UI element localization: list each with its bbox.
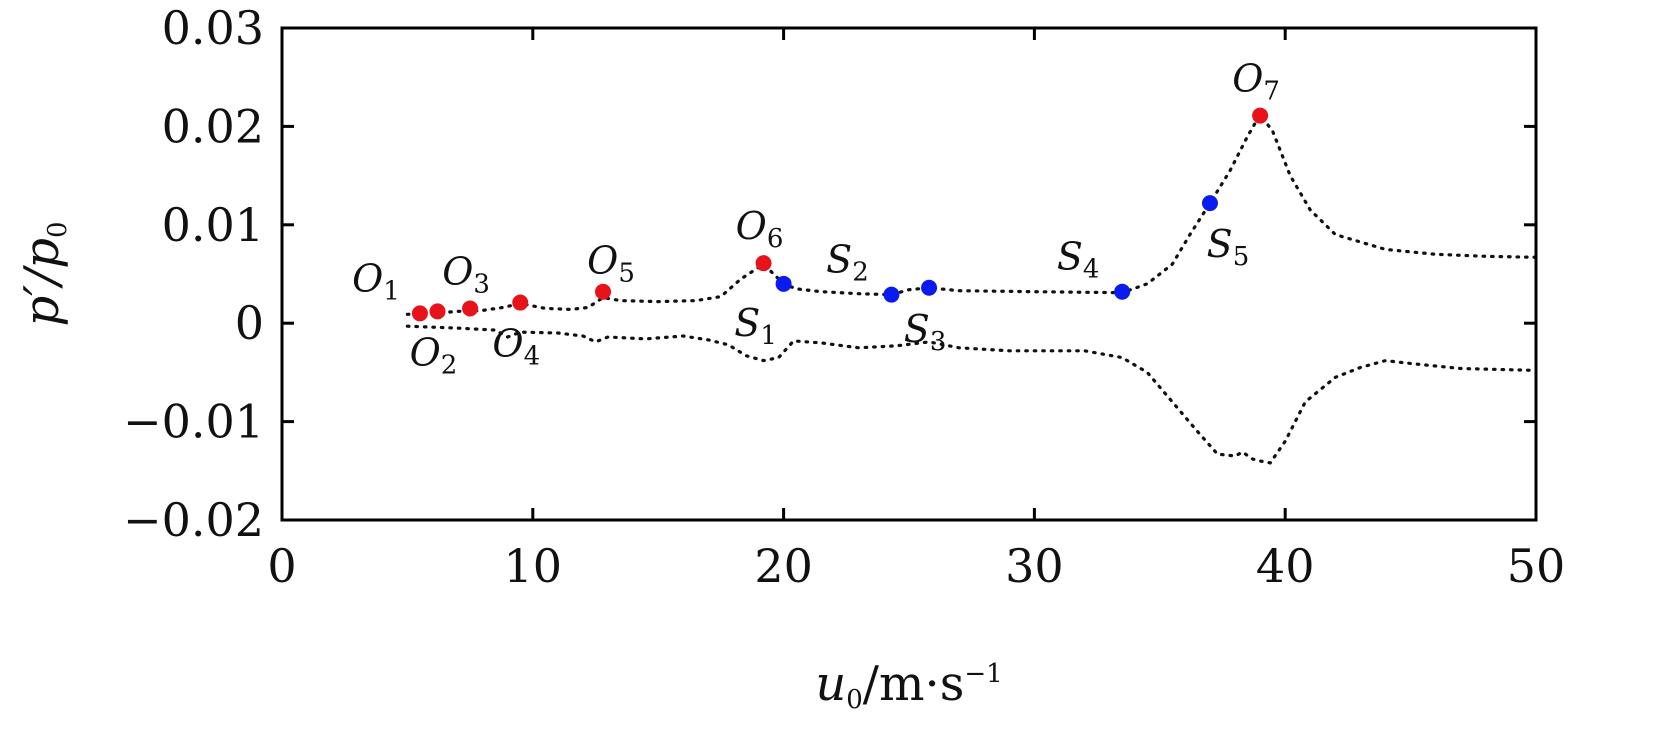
x-axis-label: u0/m·s−1 (815, 656, 1002, 715)
label-S3: S3 (904, 307, 947, 357)
label-O2: O2 (410, 330, 458, 380)
y-tick-label: 0.03 (162, 1, 264, 55)
point-S1 (775, 275, 792, 292)
label-S2: S2 (826, 238, 869, 288)
x-tick-label: 40 (1256, 539, 1315, 593)
point-O4 (512, 294, 529, 311)
x-tick-label: 50 (1507, 539, 1566, 593)
label-O4: O4 (492, 322, 540, 372)
point-O1 (411, 305, 428, 322)
point-S2 (883, 286, 900, 303)
y-tick-label: −0.01 (123, 395, 264, 449)
label-O3: O3 (442, 249, 490, 299)
point-O7 (1252, 107, 1269, 124)
point-S3 (921, 279, 938, 296)
series-upper-envelope (405, 111, 1538, 316)
label-O6: O6 (736, 204, 784, 254)
label-S4: S4 (1057, 235, 1100, 285)
ticks-layer: 0 10 20 30 40 50 −0.02 −0.01 0 0.01 0.02 0.03 (123, 1, 1565, 593)
y-axis-label: p′/p0 (14, 221, 73, 326)
y-tick-label: 0.02 (162, 99, 264, 153)
point-S4 (1114, 283, 1131, 300)
point-O3 (462, 300, 479, 317)
point-O5 (595, 283, 612, 300)
x-tick-label: 30 (1005, 539, 1064, 593)
curves-layer (405, 111, 1538, 465)
x-tick-label: 0 (267, 539, 296, 593)
plot-frame (280, 26, 1538, 522)
x-tick-label: 20 (754, 539, 813, 593)
x-tick-label: 10 (504, 539, 563, 593)
y-tick-label: −0.02 (123, 493, 264, 547)
label-O1: O1 (352, 256, 400, 306)
y-tick-label: 0.01 (162, 198, 264, 252)
point-S5 (1201, 195, 1218, 212)
series-lower-envelope (405, 324, 1538, 465)
label-S5: S5 (1207, 222, 1250, 272)
label-S1: S1 (734, 301, 777, 351)
point-O2 (429, 303, 446, 320)
point-O6 (755, 255, 772, 272)
y-tick-label: 0 (235, 296, 264, 350)
label-O7: O7 (1232, 57, 1280, 107)
label-O5: O5 (587, 239, 635, 289)
